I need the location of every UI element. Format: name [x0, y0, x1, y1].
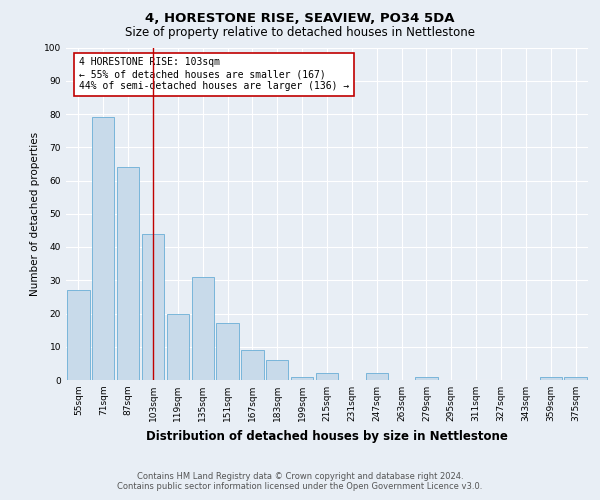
Text: 4 HORESTONE RISE: 103sqm
← 55% of detached houses are smaller (167)
44% of semi-: 4 HORESTONE RISE: 103sqm ← 55% of detach…	[79, 58, 349, 90]
Bar	[539, 376, 562, 380]
Bar	[565, 376, 587, 380]
Text: Size of property relative to detached houses in Nettlestone: Size of property relative to detached ho…	[125, 26, 475, 39]
Bar	[291, 376, 313, 380]
Y-axis label: Number of detached properties: Number of detached properties	[30, 132, 40, 296]
Text: 4, HORESTONE RISE, SEAVIEW, PO34 5DA: 4, HORESTONE RISE, SEAVIEW, PO34 5DA	[145, 12, 455, 26]
Text: Contains public sector information licensed under the Open Government Licence v3: Contains public sector information licen…	[118, 482, 482, 491]
Text: Contains HM Land Registry data © Crown copyright and database right 2024.: Contains HM Land Registry data © Crown c…	[137, 472, 463, 481]
Bar	[415, 376, 437, 380]
Bar	[67, 290, 89, 380]
Bar	[217, 324, 239, 380]
Bar	[266, 360, 289, 380]
Bar	[117, 167, 139, 380]
X-axis label: Distribution of detached houses by size in Nettlestone: Distribution of detached houses by size …	[146, 430, 508, 442]
Bar	[142, 234, 164, 380]
Bar	[92, 118, 115, 380]
Bar	[241, 350, 263, 380]
Bar	[316, 374, 338, 380]
Bar	[365, 374, 388, 380]
Bar	[167, 314, 189, 380]
Bar	[191, 277, 214, 380]
